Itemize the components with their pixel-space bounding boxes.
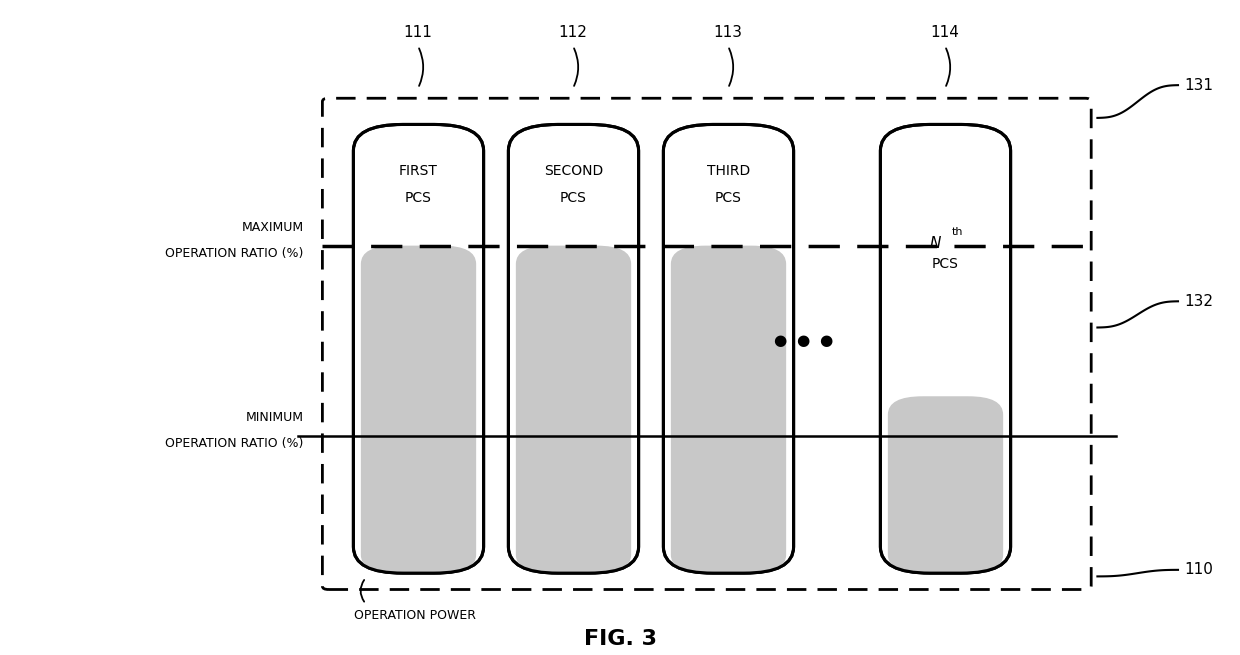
- FancyBboxPatch shape: [663, 124, 794, 573]
- Text: FIG. 3: FIG. 3: [584, 629, 656, 648]
- Text: MAXIMUM: MAXIMUM: [242, 221, 304, 234]
- Text: th: th: [952, 227, 963, 237]
- Text: OPERATION POWER: OPERATION POWER: [355, 609, 476, 622]
- FancyBboxPatch shape: [361, 246, 476, 573]
- Text: OPERATION RATIO (%): OPERATION RATIO (%): [165, 437, 304, 450]
- Text: OPERATION RATIO (%): OPERATION RATIO (%): [165, 247, 304, 260]
- FancyBboxPatch shape: [516, 246, 631, 573]
- Text: FIRST: FIRST: [399, 164, 438, 178]
- Text: 112: 112: [558, 26, 588, 40]
- Text: 114: 114: [930, 26, 960, 40]
- Text: PCS: PCS: [560, 191, 587, 205]
- Text: PCS: PCS: [932, 257, 959, 271]
- FancyBboxPatch shape: [888, 396, 1003, 573]
- Text: ●  ●  ●: ● ● ●: [774, 333, 833, 348]
- FancyBboxPatch shape: [353, 124, 484, 573]
- Text: 110: 110: [1184, 563, 1213, 577]
- Text: N: N: [930, 236, 941, 252]
- Text: 131: 131: [1184, 78, 1213, 92]
- Text: 132: 132: [1184, 294, 1213, 309]
- Text: 113: 113: [713, 26, 743, 40]
- FancyBboxPatch shape: [880, 124, 1011, 573]
- FancyBboxPatch shape: [671, 246, 786, 573]
- FancyBboxPatch shape: [508, 124, 639, 573]
- Text: 111: 111: [403, 26, 433, 40]
- Text: PCS: PCS: [405, 191, 432, 205]
- Text: MINIMUM: MINIMUM: [246, 411, 304, 424]
- Text: THIRD: THIRD: [707, 164, 750, 178]
- Text: PCS: PCS: [715, 191, 742, 205]
- Text: SECOND: SECOND: [544, 164, 603, 178]
